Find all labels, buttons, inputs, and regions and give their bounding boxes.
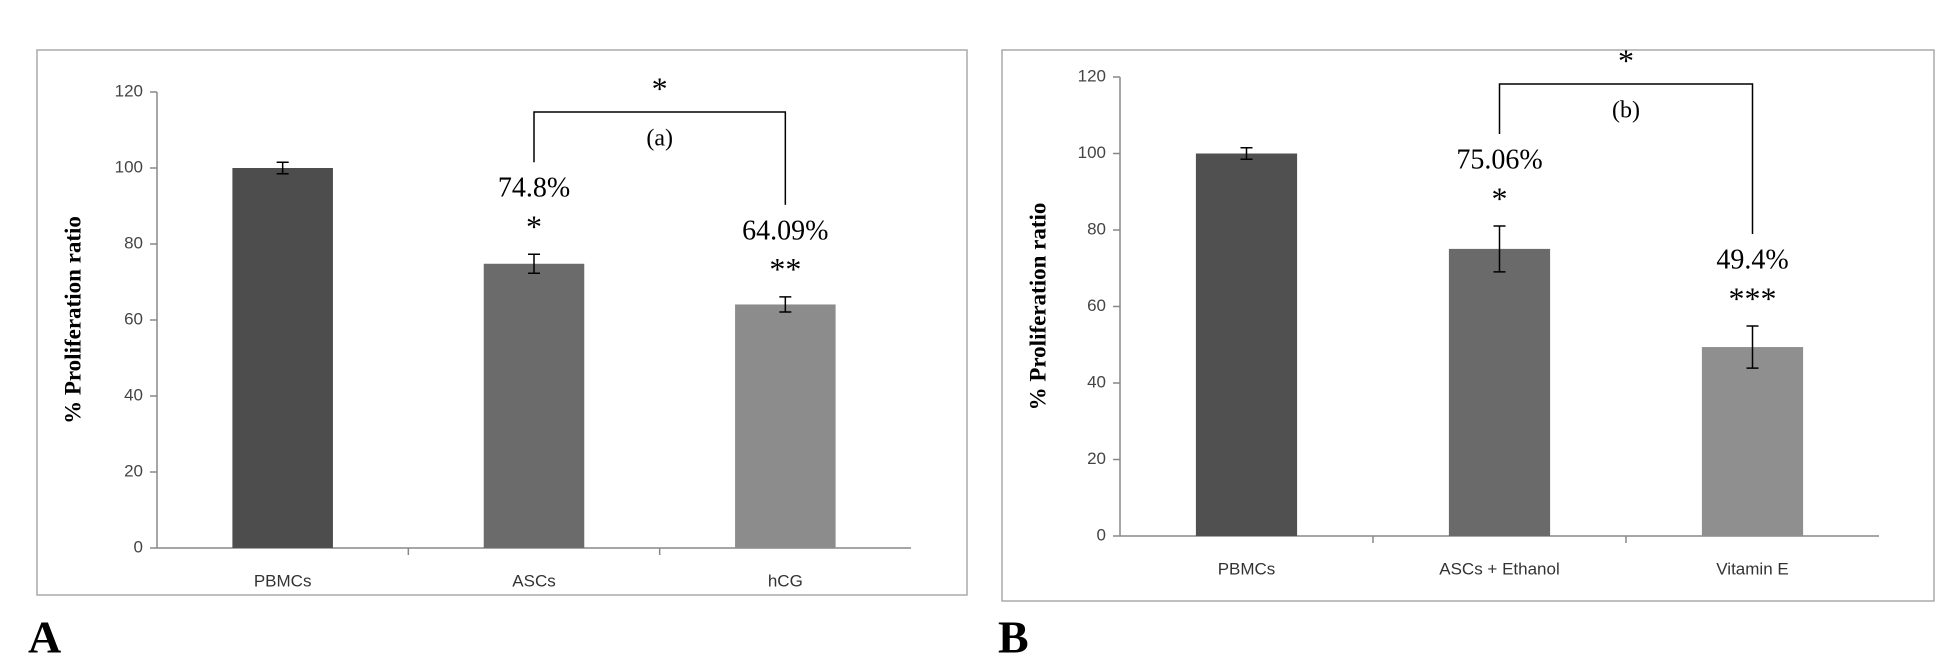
y-tick-label: 20 [124, 461, 143, 480]
y-tick-label: 40 [124, 385, 143, 404]
value-label: 49.4% [1716, 244, 1788, 275]
bar [483, 263, 585, 548]
y-tick-label: 80 [1087, 219, 1106, 238]
error-bar [779, 296, 792, 313]
bar [1195, 153, 1298, 536]
y-tick-label: 60 [124, 309, 143, 328]
error-bar [1240, 147, 1253, 160]
x-tick-label: Vitamin E [1716, 559, 1788, 578]
bar [1701, 347, 1804, 536]
significance-stars: * [1492, 180, 1508, 216]
y-tick-label: 120 [115, 81, 143, 100]
bracket-star: * [1618, 42, 1634, 78]
y-tick-label: 0 [1097, 525, 1106, 544]
significance-stars: * [526, 209, 542, 245]
error-bar [1493, 225, 1506, 273]
significance-bracket [533, 111, 787, 205]
value-label: 74.8% [498, 173, 570, 204]
error-bar [276, 161, 289, 175]
y-tick-label: 20 [1087, 449, 1106, 468]
x-tick-label: PBMCs [254, 571, 312, 590]
significance-bracket [1498, 83, 1754, 235]
chart-frame [1001, 49, 1935, 602]
value-label: 75.06% [1456, 144, 1542, 175]
bracket-label: (a) [646, 126, 673, 152]
x-tick-label: hCG [768, 571, 803, 590]
bar [1448, 248, 1551, 536]
x-tick-label: ASCs + Ethanol [1439, 559, 1560, 578]
chart-frame [36, 49, 968, 596]
y-axis-label: % Proliferation ratio [60, 216, 85, 424]
y-tick-label: 80 [124, 233, 143, 252]
bar [735, 304, 836, 548]
y-tick-label: 40 [1087, 372, 1106, 391]
significance-stars: ** [769, 251, 801, 287]
x-tick-label: ASCs [512, 571, 555, 590]
significance-stars: *** [1729, 280, 1777, 316]
error-bar [1746, 325, 1759, 369]
error-bar [528, 253, 540, 275]
y-tick-label: 100 [1078, 143, 1106, 162]
y-tick-label: 120 [1078, 66, 1106, 85]
y-tick-label: 0 [134, 537, 143, 556]
bar [232, 168, 333, 548]
y-tick-label: 60 [1087, 296, 1106, 315]
panel-label: B [998, 612, 1029, 663]
value-label: 64.09% [742, 215, 828, 246]
panel-label: A [28, 612, 61, 663]
y-tick-label: 100 [115, 157, 143, 176]
bracket-label: (b) [1612, 98, 1640, 124]
bracket-star: * [652, 70, 668, 106]
x-tick-label: PBMCs [1218, 559, 1276, 578]
y-axis-label: % Proliferation ratio [1025, 203, 1050, 411]
